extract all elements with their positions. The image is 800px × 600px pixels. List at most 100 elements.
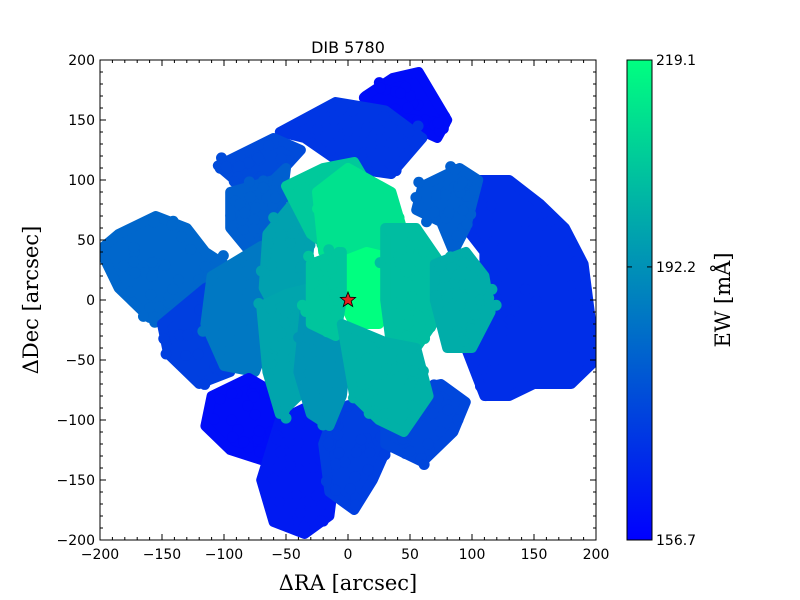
data-point [294,418,306,430]
data-point [364,447,376,459]
data-point [451,230,463,242]
data-point [323,244,335,256]
data-point [363,407,375,419]
data-point [381,363,393,375]
region-e-inner [429,247,502,353]
data-point [379,408,391,420]
data-point [268,316,280,328]
data-point [458,335,470,347]
data-point [249,409,261,421]
data-point [407,230,419,242]
data-point [339,456,351,468]
data-point [329,310,341,322]
data-point [432,117,444,129]
data-point [483,292,495,304]
data-point [273,496,285,508]
data-point [242,400,254,412]
data-point [226,287,238,299]
region-e-wing [460,175,596,402]
data-point [404,90,416,102]
data-point [281,362,293,374]
region-ne-inner [410,161,484,257]
data-point [545,215,557,227]
data-point [570,256,582,268]
x-tick-label: −50 [271,547,301,563]
data-point [370,212,382,224]
data-point [228,175,240,187]
data-point [284,237,296,249]
data-point [430,190,442,202]
data-point [361,352,373,364]
data-point [244,279,256,291]
y-tick-label: −50 [65,353,95,369]
data-point [185,244,197,256]
data-point [433,298,445,310]
data-point [378,110,390,122]
data-point [128,241,140,253]
data-point [365,145,377,157]
data-point [180,349,192,361]
data-point [432,392,444,404]
data-point [271,433,283,445]
data-point [353,312,365,324]
data-point [418,458,430,470]
data-point [118,260,130,272]
data-point [374,124,386,136]
scatter-layer [100,67,596,539]
data-point [505,314,517,326]
data-point [413,176,425,188]
data-point [394,257,406,269]
data-point [406,290,418,302]
data-point [350,297,362,309]
data-point [361,121,373,133]
data-point [208,285,220,297]
y-tick-label: −150 [57,473,95,489]
data-point [329,288,341,300]
data-point [509,304,521,316]
x-tick-label: 0 [344,547,353,563]
data-point [275,153,287,165]
data-point [292,437,304,449]
data-point [344,201,356,213]
data-point [418,246,430,258]
data-point [366,227,378,239]
data-point [146,256,158,268]
data-point [571,298,583,310]
data-point [449,164,461,176]
region-c-east [374,223,446,353]
y-axis-label: ΔDec [arcsec] [19,226,43,375]
data-point [216,152,228,164]
data-point [287,227,299,239]
data-point [370,316,382,328]
data-point [374,336,386,348]
data-point [333,447,345,459]
x-axis-ticks: −200 −150 −100 −50 0 50 100 150 200 [81,60,609,563]
data-point [291,489,303,501]
data-point [352,251,364,263]
data-point [192,274,204,286]
data-point [452,269,464,281]
data-point [406,342,418,354]
data-point [412,120,424,132]
chart-title: DIB 5780 [311,38,385,57]
data-point [312,203,324,215]
data-point [316,499,328,511]
x-tick-label: −150 [143,547,181,563]
data-point [348,341,360,353]
data-point [148,216,160,228]
data-point [317,419,329,431]
data-point [436,380,448,392]
y-tick-label: 150 [68,113,95,129]
data-point [328,277,340,289]
data-point [215,344,227,356]
colorbar-tick-label: 219.1 [656,53,696,69]
data-point [475,380,487,392]
data-point [272,174,284,186]
data-point [262,238,274,250]
data-point [385,321,397,333]
data-point [158,333,170,345]
data-point [349,471,361,483]
data-point [199,260,211,272]
data-point [538,255,550,267]
data-point [469,184,481,196]
